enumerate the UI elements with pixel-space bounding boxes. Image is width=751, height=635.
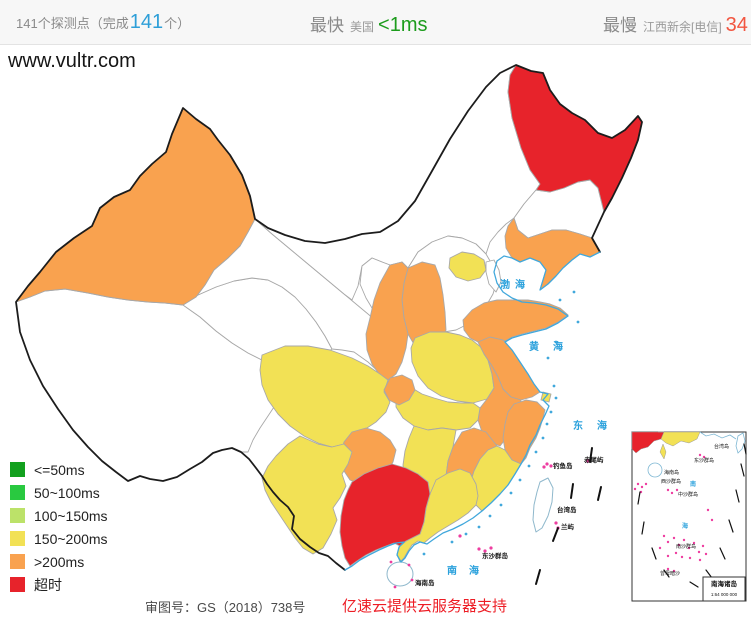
legend-item: 超时 (10, 573, 108, 596)
legend-swatch (10, 462, 25, 477)
legend-item: 50~100ms (10, 481, 108, 504)
probe-count-value: 141 (129, 11, 164, 33)
legend-label: 超时 (34, 576, 62, 593)
inset-sea-label-nan: 南 (690, 480, 696, 488)
province-zhejiang[interactable] (502, 399, 546, 465)
province-hainan[interactable] (386, 561, 414, 587)
fastest-label: 最快 (310, 16, 344, 35)
nine-dash-line (535, 447, 602, 585)
coastline (344, 251, 601, 571)
inset-label-xisha: 西沙群岛 (661, 478, 681, 485)
national-border (15, 64, 643, 571)
latency-legend: <=50ms 50~100ms 100~150ms 150~200ms >200ms 超时 (10, 458, 108, 596)
sponsor-link[interactable]: 亿速云提供云服务器支持 (342, 598, 508, 615)
legend-item: 150~200ms (10, 527, 108, 550)
slowest-label: 最慢 (603, 16, 637, 35)
sea-label-bohai: 渤海 (500, 278, 530, 291)
legend-label: >200ms (34, 553, 85, 570)
legend-swatch (10, 508, 25, 523)
label-hainandao: 海南岛 (415, 578, 435, 587)
province-shaanxi[interactable] (365, 261, 409, 381)
province-sichuan[interactable] (259, 345, 391, 448)
legend-swatch (10, 577, 25, 592)
inset-scale: 1:64 000 000 (711, 592, 738, 597)
coastal-islet-dots (422, 290, 580, 556)
inset-label-dongsha: 东沙群岛 (694, 457, 714, 464)
probe-count-group: 141个探测点（完成 141 个） (16, 11, 190, 34)
inset-label-hainandao: 海南岛 (664, 469, 679, 476)
province-yunnan[interactable] (261, 435, 353, 555)
legend-label: 50~100ms (34, 484, 100, 501)
legend-item: 100~150ms (10, 504, 108, 527)
label-diaoyudao: 钓鱼岛 (553, 461, 573, 470)
legend-item: <=50ms (10, 458, 108, 481)
label-dongshaqundao: 东沙群岛 (482, 551, 509, 560)
inset-nine-dash-line (637, 443, 747, 588)
inset-guangdong (658, 431, 701, 447)
legend-swatch (10, 485, 25, 500)
label-lanyu: 兰屿 (561, 522, 575, 531)
inset-leizhou (659, 443, 667, 460)
legend-label: 150~200ms (34, 530, 108, 547)
slowest-value: 34 (725, 14, 748, 36)
province-beijing[interactable] (448, 251, 487, 282)
sea-label-huanghai: 黄海 (529, 340, 577, 353)
fastest-value: <1ms (378, 14, 428, 36)
legend-swatch (10, 554, 25, 569)
inset-title: 南海诸岛 (711, 579, 738, 588)
disputed-islet-dots (389, 459, 590, 589)
label-taiwandao: 台湾岛 (557, 505, 577, 514)
inset-scale-box (702, 576, 746, 602)
sea-label-nanhai: 南海 (447, 564, 491, 577)
tested-domain: www.vultr.com (8, 50, 136, 72)
province-shandong[interactable] (462, 299, 569, 343)
inset-hainan (647, 462, 663, 478)
fastest-location: 美国 (350, 20, 375, 34)
inset-sea-label-hai: 海 (682, 522, 688, 530)
south-china-sea-inset: 台湾岛 东沙群岛 海南岛 西沙群岛 中沙群岛 南沙群岛 曾母暗沙 南 海 南海诸… (631, 431, 747, 602)
slowest-location: 江西新余[电信] (643, 20, 722, 34)
slowest-group: 最慢 江西新余[电信] 34 (603, 11, 748, 37)
inset-taiwan (735, 432, 746, 454)
legend-label: <=50ms (34, 461, 85, 478)
map-license-number: 审图号：GS（2018）738号 (145, 600, 306, 615)
fastest-group: 最快 美国 <1ms (310, 11, 427, 37)
legend-item: >200ms (10, 550, 108, 573)
province-taiwan[interactable] (532, 477, 554, 533)
inset-label-zhongsha: 中沙群岛 (678, 491, 698, 498)
province-chongqing[interactable] (383, 374, 416, 406)
legend-label: 100~150ms (34, 507, 108, 524)
province-hubei[interactable] (395, 377, 481, 431)
sea-label-donghai: 东海 (573, 419, 621, 432)
inset-label-nansha: 南沙群岛 (676, 543, 696, 550)
probe-count-suffix: 个） (164, 16, 191, 31)
inset-coastline (699, 431, 737, 440)
inset-islet-dots (633, 453, 714, 573)
stats-bar: 141个探测点（完成 141 个） 最快 美国 <1ms 最慢 江西新余[电信] 3… (0, 0, 751, 45)
probe-count-prefix: 141个探测点（完成 (16, 16, 129, 31)
legend-swatch (10, 531, 25, 546)
label-chiweiyu: 赤尾屿 (584, 455, 604, 464)
inset-label-taiwandao: 台湾岛 (714, 443, 729, 450)
inset-label-zengmu: 曾母暗沙 (660, 570, 680, 577)
